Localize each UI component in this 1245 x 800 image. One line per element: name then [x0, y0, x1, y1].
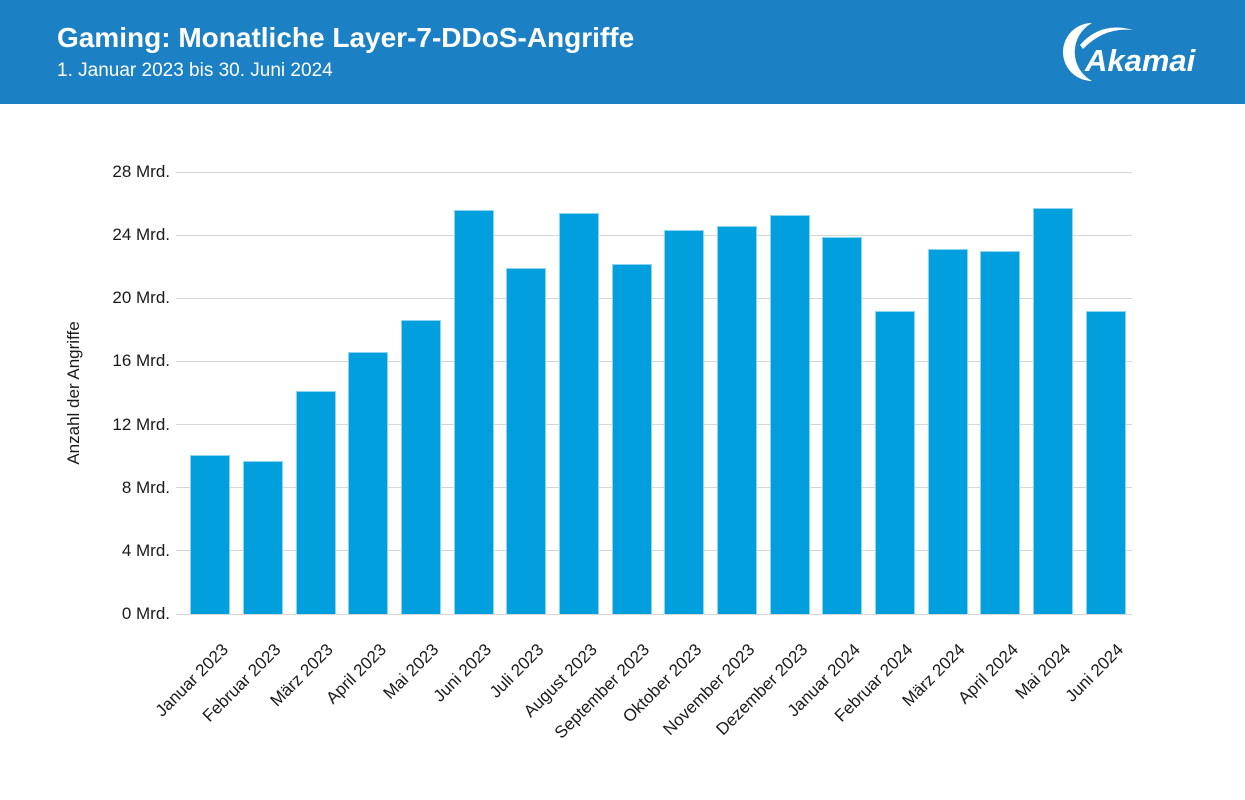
y-gridline: [176, 171, 1132, 173]
y-gridline: [176, 550, 1132, 552]
x-tick-label: September 2023: [550, 640, 654, 743]
bar-mai-2024[interactable]: [1033, 208, 1073, 614]
y-gridline: [176, 424, 1132, 426]
y-gridline: [176, 487, 1132, 489]
bar-februar-2024[interactable]: [875, 310, 915, 614]
bar-september-2023[interactable]: [611, 263, 652, 614]
bar-juni-2023[interactable]: [453, 209, 494, 614]
y-axis-title: Anzahl der Angriffe: [64, 321, 83, 465]
y-gridline: [176, 297, 1132, 299]
bar-märz-2023[interactable]: [295, 391, 336, 614]
x-tick-label: November 2023: [659, 640, 759, 739]
y-tick-label: 16 Mrd.: [112, 351, 170, 371]
y-tick-label: 4 Mrd.: [121, 540, 170, 560]
y-gridline: [176, 360, 1132, 362]
y-tick-label: 28 Mrd.: [112, 162, 170, 181]
akamai-crescent-icon: [1063, 23, 1133, 81]
x-tick-label: Dezember 2023: [712, 640, 812, 739]
y-tick-label: 8 Mrd.: [121, 477, 170, 497]
bar-juni-2024[interactable]: [1085, 310, 1126, 614]
y-gridline: [176, 234, 1132, 236]
header-banner: Gaming: Monatliche Layer-7-DDoS-Angriffe…: [0, 0, 1245, 104]
bar-august-2023[interactable]: [559, 213, 599, 614]
bar-november-2023[interactable]: [717, 225, 757, 614]
page-subtitle: 1. Januar 2023 bis 30. Juni 2024: [57, 60, 333, 81]
bar-januar-2023[interactable]: [190, 454, 231, 614]
y-tick-label: 24 Mrd.: [112, 225, 170, 245]
bar-oktober-2023[interactable]: [664, 230, 705, 614]
page-title: Gaming: Monatliche Layer-7-DDoS-Angriffe: [57, 22, 635, 53]
y-tick-label: 0 Mrd.: [121, 604, 170, 623]
bar-februar-2023[interactable]: [243, 460, 283, 614]
y-tick-label: 12 Mrd.: [112, 414, 170, 434]
akamai-wordmark: Akamai: [1084, 43, 1197, 78]
bar-april-2024[interactable]: [980, 250, 1021, 614]
bar-juli-2023[interactable]: [506, 268, 547, 614]
bar-mai-2023[interactable]: [401, 320, 441, 614]
bar-märz-2024[interactable]: [927, 249, 968, 614]
bar-januar-2024[interactable]: [822, 236, 863, 614]
y-gridline: [176, 613, 1132, 615]
akamai-logo: Akamai: [1063, 23, 1197, 81]
bar-april-2023[interactable]: [348, 351, 389, 614]
bar-dezember-2023[interactable]: [769, 214, 810, 614]
y-tick-label: 20 Mrd.: [112, 288, 170, 308]
